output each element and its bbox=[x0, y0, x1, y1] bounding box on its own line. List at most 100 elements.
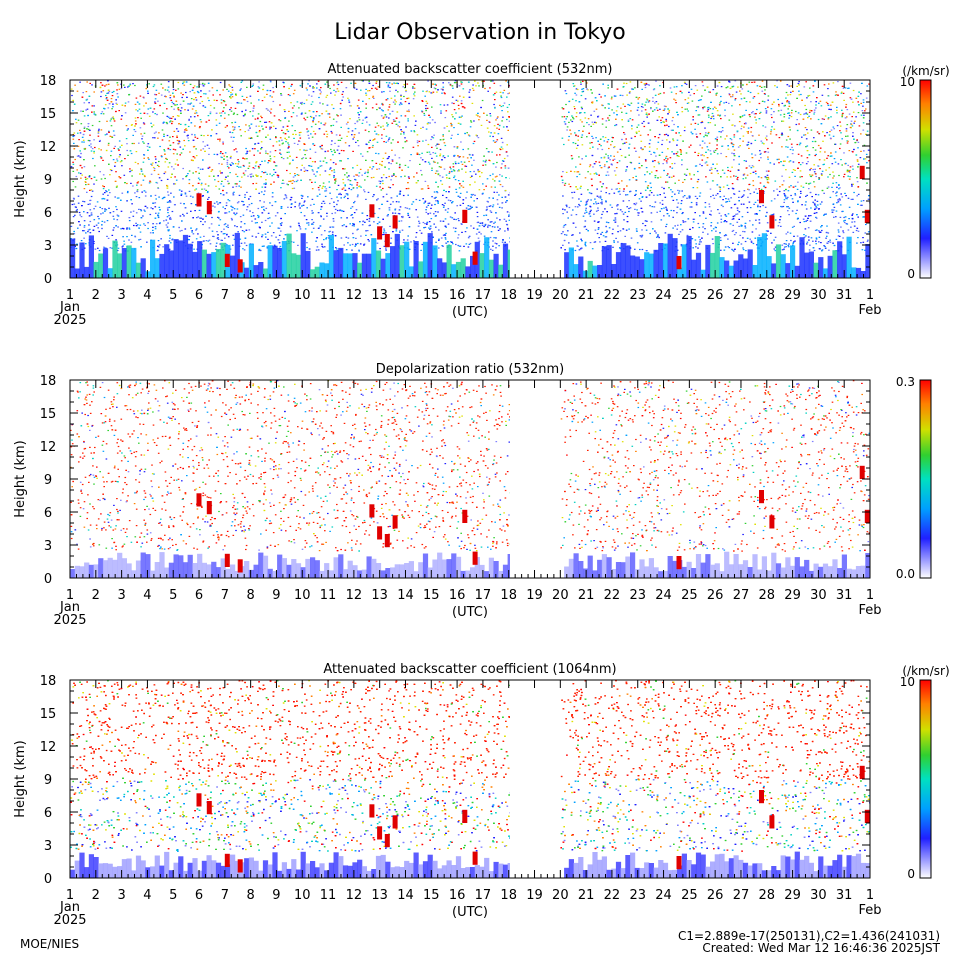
speckle bbox=[305, 99, 308, 101]
speckle bbox=[389, 203, 392, 205]
speckle bbox=[332, 162, 335, 164]
speckle bbox=[135, 151, 138, 153]
speckle bbox=[266, 93, 268, 95]
speckle bbox=[375, 80, 378, 83]
speckle bbox=[392, 184, 394, 186]
speckle bbox=[605, 231, 607, 234]
speckle bbox=[757, 199, 759, 201]
speckle bbox=[200, 134, 203, 136]
speckle bbox=[348, 99, 350, 101]
speckle bbox=[290, 102, 292, 104]
speckle bbox=[868, 160, 870, 162]
speckle bbox=[128, 227, 131, 229]
speckle bbox=[241, 200, 243, 202]
speckle bbox=[504, 165, 507, 167]
speckle bbox=[324, 195, 327, 197]
speckle bbox=[661, 139, 664, 141]
speckle bbox=[712, 243, 714, 245]
speckle bbox=[713, 197, 716, 199]
speckle bbox=[821, 250, 823, 252]
speckle bbox=[630, 137, 633, 139]
speckle bbox=[589, 142, 591, 144]
speckle bbox=[107, 142, 110, 144]
speckle bbox=[354, 122, 356, 125]
speckle bbox=[808, 115, 810, 117]
speckle bbox=[700, 99, 702, 101]
speckle bbox=[104, 104, 107, 106]
speckle bbox=[119, 146, 121, 148]
speckle bbox=[385, 135, 388, 137]
speckle bbox=[820, 226, 822, 228]
speckle bbox=[155, 131, 157, 133]
speckle bbox=[442, 155, 445, 157]
speckle bbox=[169, 234, 171, 237]
speckle bbox=[320, 148, 323, 150]
speckle bbox=[754, 170, 757, 172]
speckle bbox=[809, 109, 811, 111]
speckle bbox=[501, 120, 503, 122]
speckle bbox=[572, 209, 574, 211]
speckle bbox=[834, 161, 837, 163]
speckle bbox=[423, 112, 425, 115]
speckle bbox=[298, 203, 301, 205]
speckle bbox=[455, 191, 458, 193]
speckle bbox=[167, 166, 170, 168]
speckle bbox=[188, 239, 190, 241]
speckle bbox=[508, 92, 511, 94]
speckle bbox=[188, 118, 190, 120]
speckle bbox=[659, 85, 661, 87]
speckle bbox=[496, 199, 499, 201]
speckle bbox=[400, 94, 402, 96]
speckle bbox=[648, 194, 651, 196]
speckle bbox=[601, 231, 604, 233]
speckle bbox=[666, 124, 668, 126]
speckle bbox=[251, 235, 254, 237]
speckle bbox=[405, 126, 407, 128]
speckle bbox=[184, 129, 186, 131]
speckle bbox=[167, 222, 169, 224]
speckle bbox=[164, 171, 167, 173]
speckle bbox=[644, 159, 647, 161]
speckle bbox=[600, 217, 603, 219]
speckle bbox=[661, 151, 664, 153]
speckle bbox=[201, 168, 204, 170]
speckle bbox=[281, 222, 283, 224]
speckle bbox=[745, 109, 747, 111]
speckle bbox=[190, 203, 193, 205]
speckle bbox=[454, 161, 457, 163]
speckle bbox=[293, 89, 296, 91]
speckle bbox=[83, 220, 86, 222]
speckle bbox=[130, 211, 132, 213]
speckle bbox=[814, 199, 816, 201]
speckle bbox=[574, 108, 576, 110]
speckle bbox=[604, 164, 606, 166]
speckle bbox=[752, 111, 754, 113]
speckle bbox=[106, 133, 108, 135]
speckle bbox=[143, 209, 145, 211]
speckle bbox=[162, 246, 164, 248]
speckle bbox=[836, 106, 838, 108]
speckle bbox=[644, 104, 646, 106]
speckle bbox=[470, 207, 472, 209]
speckle bbox=[317, 121, 320, 123]
speckle bbox=[451, 217, 454, 219]
speckle bbox=[120, 210, 123, 212]
speckle bbox=[376, 168, 378, 170]
speckle bbox=[168, 91, 170, 93]
speckle bbox=[385, 249, 387, 251]
speckle bbox=[189, 103, 191, 105]
speckle bbox=[715, 107, 717, 109]
speckle bbox=[359, 168, 362, 170]
speckle bbox=[732, 85, 735, 87]
speckle bbox=[482, 183, 484, 185]
speckle bbox=[498, 245, 500, 247]
speckle bbox=[591, 102, 594, 104]
speckle bbox=[852, 183, 854, 185]
speckle bbox=[89, 220, 92, 223]
speckle bbox=[787, 135, 790, 138]
speckle bbox=[418, 220, 420, 222]
speckle bbox=[701, 165, 703, 167]
speckle bbox=[252, 183, 254, 185]
speckle bbox=[172, 153, 175, 155]
speckle bbox=[488, 121, 490, 123]
